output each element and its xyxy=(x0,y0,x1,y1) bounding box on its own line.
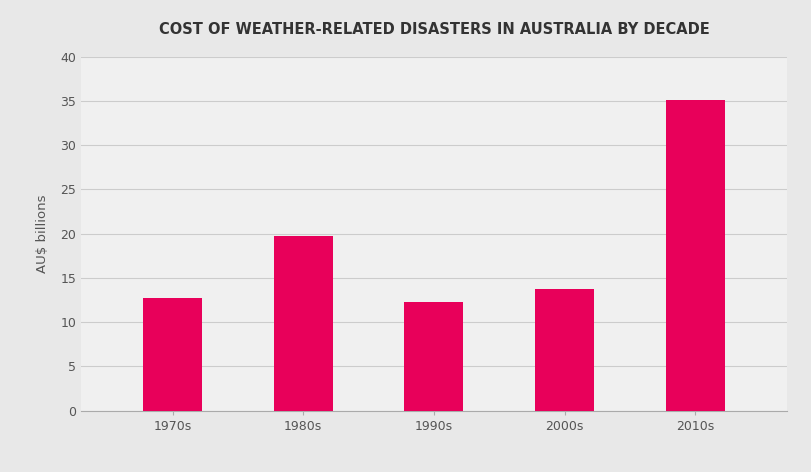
Bar xyxy=(144,298,202,411)
Bar xyxy=(535,289,594,411)
Bar xyxy=(274,236,333,411)
Bar xyxy=(666,100,724,411)
Title: COST OF WEATHER-RELATED DISASTERS IN AUSTRALIA BY DECADE: COST OF WEATHER-RELATED DISASTERS IN AUS… xyxy=(158,22,710,37)
Bar xyxy=(405,302,463,411)
Y-axis label: AU$ billions: AU$ billions xyxy=(36,194,49,273)
